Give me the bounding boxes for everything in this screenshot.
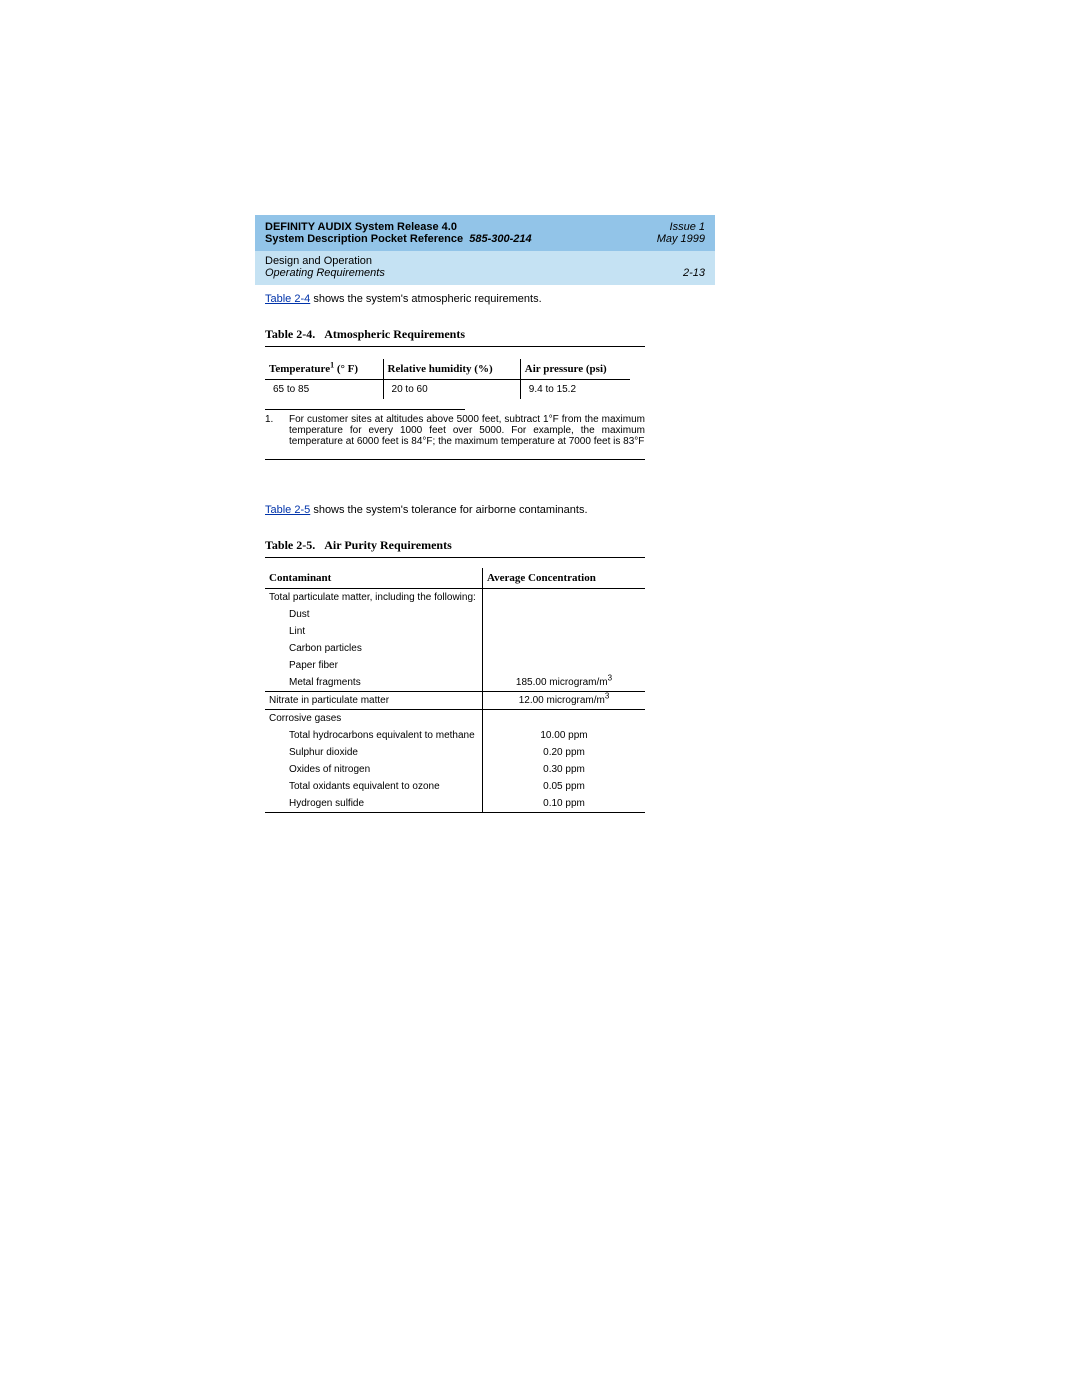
- cell-contaminant: Sulphur dioxide: [265, 744, 483, 761]
- footnote-text: For customer sites at altitudes above 50…: [289, 414, 645, 447]
- cell-concentration: [483, 623, 646, 640]
- cell-contaminant: Hydrogen sulfide: [265, 795, 483, 813]
- cell-humidity: 20 to 60: [383, 380, 520, 400]
- header-right: Issue 1 May 1999: [657, 221, 705, 245]
- table-row: Carbon particles: [265, 640, 645, 657]
- header-chapter-section: Design and Operation Operating Requireme…: [265, 255, 385, 279]
- product-name: DEFINITY AUDIX System Release 4.0: [265, 221, 532, 233]
- cell-concentration: [483, 640, 646, 657]
- table-2-4: Temperature1 (° F) Relative humidity (%)…: [265, 359, 630, 399]
- footnote-number: 1.: [265, 414, 289, 447]
- table-row: Hydrogen sulfide0.10 ppm: [265, 795, 645, 813]
- footnote-separator: [265, 409, 465, 410]
- col-temperature: Temperature1 (° F): [265, 359, 383, 380]
- cell-concentration: 12.00 microgram/m3: [483, 692, 646, 710]
- document-page: DEFINITY AUDIX System Release 4.0 System…: [255, 215, 715, 813]
- table-header-row: Temperature1 (° F) Relative humidity (%)…: [265, 359, 630, 380]
- table-row: Lint: [265, 623, 645, 640]
- table-row: Oxides of nitrogen0.30 ppm: [265, 761, 645, 778]
- cell-concentration: 0.20 ppm: [483, 744, 646, 761]
- cell-concentration: [483, 710, 646, 728]
- table-2-4-end-rule: [265, 459, 645, 460]
- caption-title: Atmospheric Requirements: [324, 327, 465, 341]
- caption-label: Table 2-5.: [265, 538, 315, 552]
- cell-concentration: [483, 606, 646, 623]
- header-left: DEFINITY AUDIX System Release 4.0 System…: [265, 221, 532, 245]
- table-row: Dust: [265, 606, 645, 623]
- cell-concentration: 10.00 ppm: [483, 727, 646, 744]
- table-row: 65 to 85 20 to 60 9.4 to 15.2: [265, 380, 630, 400]
- caption-label: Table 2-4.: [265, 327, 315, 341]
- cell-contaminant: Dust: [265, 606, 483, 623]
- table-row: Total oxidants equivalent to ozone0.05 p…: [265, 778, 645, 795]
- issue-label: Issue 1: [657, 221, 705, 233]
- cell-concentration: 0.30 ppm: [483, 761, 646, 778]
- table-header-row: Contaminant Average Concentration: [265, 568, 645, 589]
- table-row: Corrosive gases: [265, 710, 645, 728]
- cell-contaminant: Metal fragments: [265, 674, 483, 692]
- cell-contaminant: Carbon particles: [265, 640, 483, 657]
- col-humidity: Relative humidity (%): [383, 359, 520, 380]
- table-2-5: Contaminant Average Concentration Total …: [265, 568, 645, 813]
- cell-contaminant: Total particulate matter, including the …: [265, 589, 483, 607]
- cell-concentration: [483, 657, 646, 674]
- cell-concentration: 0.05 ppm: [483, 778, 646, 795]
- caption-title: Air Purity Requirements: [324, 538, 452, 552]
- cell-concentration: [483, 589, 646, 607]
- table-2-4-caption: Table 2-4. Atmospheric Requirements: [265, 327, 645, 347]
- doc-title: System Description Pocket Reference: [265, 233, 463, 245]
- cell-contaminant: Total oxidants equivalent to ozone: [265, 778, 483, 795]
- cell-concentration: 185.00 microgram/m3: [483, 674, 646, 692]
- section-name: Operating Requirements: [265, 267, 385, 279]
- intro-paragraph-2: Table 2-5 shows the system's tolerance f…: [255, 496, 715, 516]
- table-row: Nitrate in particulate matter12.00 micro…: [265, 692, 645, 710]
- chapter-name: Design and Operation: [265, 255, 385, 267]
- cell-contaminant: Total hydrocarbons equivalent to methane: [265, 727, 483, 744]
- cell-contaminant: Corrosive gases: [265, 710, 483, 728]
- cell-contaminant: Nitrate in particulate matter: [265, 692, 483, 710]
- table-row: Paper fiber: [265, 657, 645, 674]
- footnote-1: 1. For customer sites at altitudes above…: [265, 414, 645, 447]
- table-2-5-caption: Table 2-5. Air Purity Requirements: [265, 538, 645, 558]
- cell-concentration: 0.10 ppm: [483, 795, 646, 813]
- xref-table-2-5[interactable]: Table 2-5: [265, 504, 310, 516]
- header-band-secondary: Design and Operation Operating Requireme…: [255, 251, 715, 285]
- cell-contaminant: Paper fiber: [265, 657, 483, 674]
- table-row: Sulphur dioxide0.20 ppm: [265, 744, 645, 761]
- header-band-primary: DEFINITY AUDIX System Release 4.0 System…: [255, 215, 715, 251]
- cell-contaminant: Lint: [265, 623, 483, 640]
- col-concentration: Average Concentration: [483, 568, 646, 589]
- doc-number: 585-300-214: [469, 233, 531, 245]
- doc-title-line: System Description Pocket Reference 585-…: [265, 233, 532, 245]
- table-row: Total particulate matter, including the …: [265, 589, 645, 607]
- cell-pressure: 9.4 to 15.2: [520, 380, 630, 400]
- cell-temp: 65 to 85: [265, 380, 383, 400]
- xref-table-2-4[interactable]: Table 2-4: [265, 293, 310, 305]
- col-contaminant: Contaminant: [265, 568, 483, 589]
- para1-rest: shows the system's atmospheric requireme…: [310, 293, 541, 305]
- cell-contaminant: Oxides of nitrogen: [265, 761, 483, 778]
- para2-rest: shows the system's tolerance for airborn…: [310, 504, 587, 516]
- page-number: 2-13: [683, 267, 705, 279]
- issue-date: May 1999: [657, 233, 705, 245]
- col-pressure: Air pressure (psi): [520, 359, 630, 380]
- table-row: Metal fragments185.00 microgram/m3: [265, 674, 645, 692]
- intro-paragraph-1: Table 2-4 shows the system's atmospheric…: [255, 285, 715, 305]
- table-row: Total hydrocarbons equivalent to methane…: [265, 727, 645, 744]
